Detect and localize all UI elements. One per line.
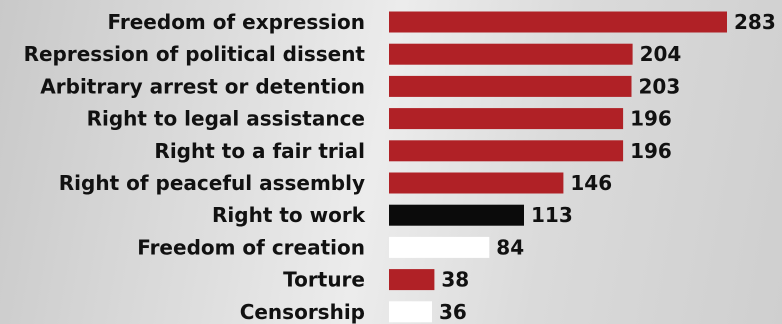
category-label-torture: Torture	[283, 268, 365, 292]
bars-layer	[389, 11, 727, 323]
bar-right-to-legal-assistance	[389, 108, 624, 130]
bar-freedom-of-expression	[389, 11, 727, 33]
value-label-repression-of-political-dissent: 204	[640, 42, 682, 66]
category-label-arbitrary-arrest-or-detention: Arbitrary arrest or detention	[40, 74, 365, 98]
category-label-right-to-a-fair-trial: Right to a fair trial	[154, 139, 365, 163]
category-labels-layer: Freedom of expression Repression of polit…	[24, 10, 366, 324]
bar-right-to-a-fair-trial	[389, 140, 624, 162]
value-label-freedom-of-creation: 84	[496, 235, 524, 259]
bar-censorship	[389, 301, 432, 323]
value-label-freedom-of-expression: 283	[734, 10, 776, 34]
category-label-censorship: Censorship	[240, 300, 365, 324]
value-labels-layer: 283 204 203 196 196 146 113 84 38 36	[439, 10, 776, 324]
category-label-repression-of-political-dissent: Repression of political dissent	[24, 42, 366, 66]
value-label-arbitrary-arrest-or-detention: 203	[639, 74, 681, 98]
value-label-right-to-legal-assistance: 196	[630, 107, 672, 131]
value-label-censorship: 36	[439, 300, 467, 324]
value-label-right-of-peaceful-assembly: 146	[570, 171, 612, 195]
bar-freedom-of-creation	[389, 236, 490, 258]
bar-arbitrary-arrest-or-detention	[389, 75, 632, 97]
value-label-right-to-work: 113	[531, 203, 573, 227]
bar-right-to-work	[389, 204, 524, 226]
category-label-right-to-legal-assistance: Right to legal assistance	[87, 107, 365, 131]
category-label-freedom-of-creation: Freedom of creation	[137, 235, 365, 259]
bar-right-of-peaceful-assembly	[389, 172, 564, 194]
bar-torture	[389, 269, 435, 291]
bar-repression-of-political-dissent	[389, 43, 633, 65]
category-label-freedom-of-expression: Freedom of expression	[108, 10, 366, 34]
value-label-torture: 38	[441, 268, 469, 292]
category-label-right-to-work: Right to work	[212, 203, 366, 227]
value-label-right-to-a-fair-trial: 196	[630, 139, 672, 163]
category-label-right-of-peaceful-assembly: Right of peaceful assembly	[59, 171, 365, 195]
